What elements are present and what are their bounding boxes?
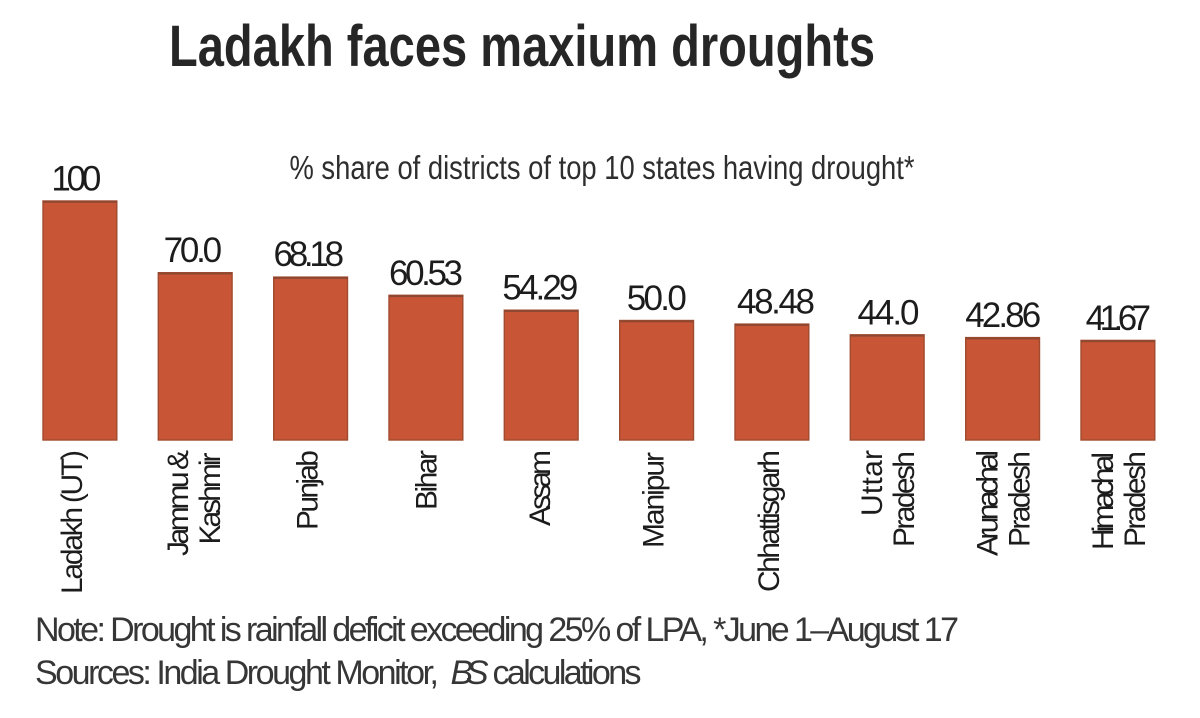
svg-text:Sources: India Drought Monitor: Sources: India Drought Monitor, (35, 654, 439, 692)
svg-text:Arunachal: Arunachal (972, 450, 1005, 556)
svg-text:44.0: 44.0 (858, 293, 920, 332)
svg-text:Himachal: Himachal (1087, 452, 1120, 550)
svg-text:Uttar: Uttar (856, 450, 889, 516)
svg-text:Jammu &: Jammu & (162, 450, 195, 556)
svg-text:% share of districts of top 10: % share of districts of top 10 states ha… (290, 149, 915, 186)
svg-text:Ladakh faces maxium droughts: Ladakh faces maxium droughts (169, 14, 875, 79)
svg-text:50.0: 50.0 (627, 279, 687, 318)
svg-text:BS: BS (451, 654, 489, 692)
svg-text:60.53: 60.53 (389, 254, 463, 293)
svg-text:41.67: 41.67 (1086, 299, 1152, 338)
svg-text:Pradesh: Pradesh (1119, 451, 1152, 547)
svg-text:Note: Drought is rainfall defi: Note: Drought is rainfall deficit exceed… (35, 611, 959, 649)
svg-text:Punjab: Punjab (292, 450, 325, 530)
svg-text:Assam: Assam (524, 450, 557, 526)
svg-text:Pradesh: Pradesh (1004, 451, 1037, 547)
svg-text:Manipur: Manipur (638, 452, 671, 548)
svg-text:68.18: 68.18 (274, 235, 345, 274)
svg-text:Pradesh: Pradesh (888, 451, 921, 547)
svg-text:54.29: 54.29 (502, 269, 578, 308)
svg-text:calculations: calculations (493, 654, 642, 692)
svg-text:70.0: 70.0 (164, 231, 223, 270)
svg-text:48.48: 48.48 (737, 283, 815, 322)
svg-text:42.86: 42.86 (965, 296, 1041, 335)
svg-text:100: 100 (51, 160, 101, 199)
svg-text:Chhattisgarh: Chhattisgarh (753, 450, 786, 592)
svg-text:Kashmir: Kashmir (194, 453, 227, 545)
svg-text:Ladakh (UT): Ladakh (UT) (56, 450, 89, 594)
svg-text:Bihar: Bihar (411, 450, 444, 510)
